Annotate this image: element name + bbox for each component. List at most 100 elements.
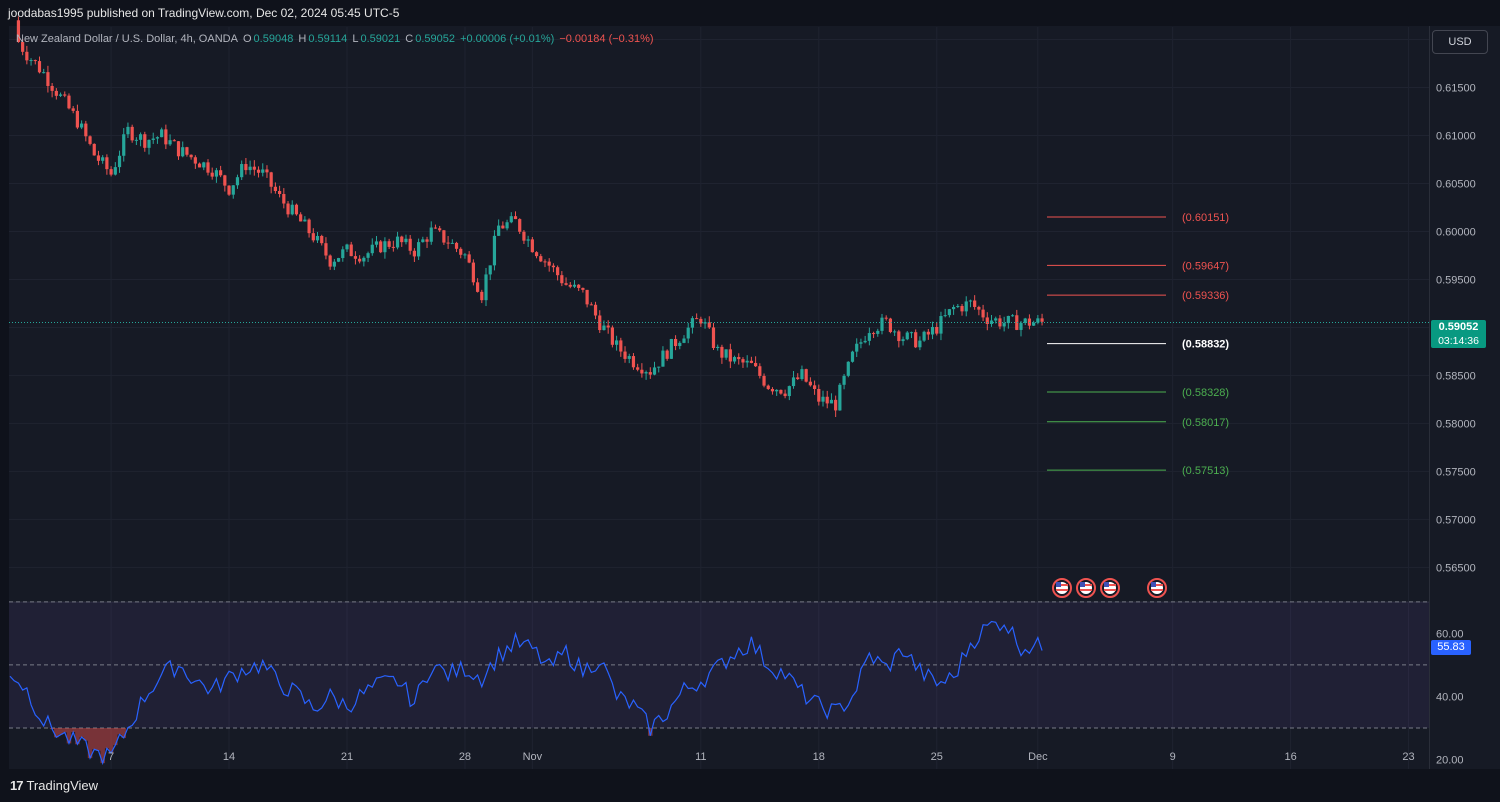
candle-body: [657, 366, 661, 368]
candle-body: [147, 139, 151, 148]
candle-body: [181, 147, 185, 157]
candle-body: [480, 291, 484, 301]
candle-body: [101, 157, 105, 161]
candle-body: [522, 231, 526, 241]
candle-body: [471, 262, 475, 283]
candle-body: [349, 244, 353, 257]
candle-body: [417, 242, 421, 257]
candle-body: [673, 338, 678, 347]
candle-body: [977, 306, 981, 310]
candle-body: [122, 134, 126, 156]
candle-body: [328, 255, 332, 267]
candle-body: [248, 166, 252, 171]
candle-body: [408, 238, 412, 251]
candle-body: [1023, 318, 1027, 323]
candle-body: [534, 252, 539, 257]
level-label: (0.58328): [1182, 387, 1229, 399]
candle-body: [412, 250, 416, 257]
candle-body: [627, 356, 631, 359]
candle-body: [652, 367, 657, 375]
candle-body: [960, 305, 964, 312]
candle-body: [109, 169, 113, 175]
close-value: 0.59052: [415, 33, 456, 45]
candle-body: [863, 340, 867, 343]
level-label: (0.59336): [1182, 290, 1229, 302]
level-lines: (0.60151) (0.59647) (0.59336) (0.58832) (0.5…: [1047, 212, 1229, 477]
candle-body: [475, 282, 480, 292]
candle-body: [307, 219, 311, 234]
candle-body: [918, 340, 922, 348]
candle-body: [741, 359, 745, 363]
candle-body: [223, 175, 227, 186]
low-value: 0.59021: [360, 33, 401, 45]
candle-body: [964, 301, 968, 312]
chart-grid: [9, 27, 1429, 769]
candle-body: [54, 90, 58, 96]
candle-body: [172, 140, 176, 142]
chart-pane[interactable]: [9, 26, 1429, 769]
candle-body: [256, 169, 261, 173]
candle-body: [585, 289, 589, 305]
price-tick-label: 0.56500: [1436, 562, 1476, 574]
candle-body: [834, 399, 838, 411]
candle-body: [341, 249, 345, 259]
candle-body: [758, 366, 762, 376]
us-flag-event-icon: [1147, 578, 1167, 598]
candle-body: [324, 243, 328, 256]
candle-body: [720, 346, 724, 358]
candle-body: [926, 331, 930, 335]
candle-body: [33, 60, 37, 62]
candle-body: [400, 236, 404, 243]
price-tick-label: 0.61000: [1436, 130, 1476, 142]
candle-body: [989, 320, 994, 324]
candle-body: [151, 138, 155, 140]
tradingview-logo[interactable]: 17 TradingView: [10, 778, 98, 793]
candle-body: [577, 284, 581, 288]
candle-body: [775, 389, 779, 392]
candle-body: [1010, 315, 1015, 317]
candle-body: [994, 318, 998, 321]
candle-body: [105, 157, 109, 170]
candle-body: [84, 123, 88, 137]
candle-body: [278, 191, 282, 195]
change-value: +0.00006 (+0.01%): [460, 33, 555, 45]
candle-body: [1032, 322, 1036, 326]
price-tick-label: 0.60500: [1436, 178, 1476, 190]
candle-body: [572, 284, 577, 287]
candle-body: [947, 309, 951, 316]
candle-body: [320, 235, 324, 244]
candle-body: [1036, 318, 1040, 323]
candle-body: [303, 219, 307, 222]
price-tick-label: 0.61500: [1436, 82, 1476, 94]
price-tick-label: 0.60000: [1436, 226, 1476, 238]
candle-body: [467, 254, 471, 263]
candle-body: [956, 305, 960, 308]
candle-body: [438, 228, 442, 231]
candle-body: [454, 242, 459, 249]
candle-body: [67, 95, 71, 109]
candle-body: [231, 185, 235, 195]
candle-body: [265, 169, 269, 173]
candle-body: [930, 326, 935, 335]
candle-body: [387, 241, 391, 247]
candle-body: [838, 384, 842, 411]
candle-body: [185, 147, 189, 155]
candle-body: [459, 248, 463, 255]
candle-body: [791, 377, 796, 387]
candle-body: [610, 327, 614, 345]
candle-body: [636, 367, 640, 370]
candle-body: [985, 317, 989, 324]
candle-body: [804, 369, 808, 382]
candle-series: [9, 16, 1429, 417]
close-label: C: [405, 33, 414, 45]
candle-body: [901, 339, 905, 342]
y-axis-ticks: 0.620000.615000.610000.605000.600000.595…: [1436, 34, 1476, 766]
candle-body: [484, 274, 488, 301]
currency-button[interactable]: USD: [1432, 30, 1488, 54]
candle-body: [433, 227, 438, 229]
candle-body: [16, 20, 21, 43]
candle-body: [568, 284, 572, 287]
candle-body: [290, 204, 294, 215]
